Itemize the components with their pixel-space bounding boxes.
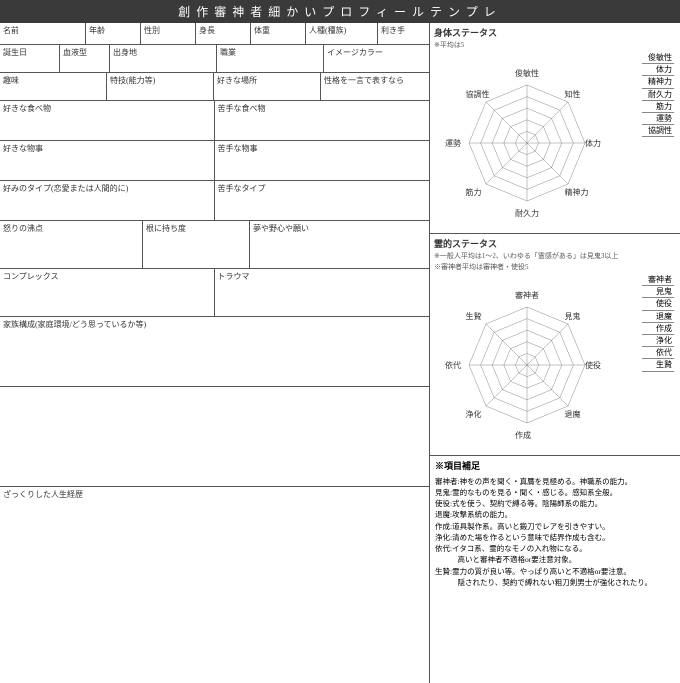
lbl-liketype: 好みのタイプ(恋愛または人間的に) [3,184,128,193]
main: 名前 年齢 性別 身長 体重 人種(種族) 利き手 誕生日 血液型 出身地 職業… [0,23,680,683]
radar2-note2: ※審神者平均は審神者・使役5 [434,263,529,271]
lbl-personality: 性格を一言で表すなら [324,76,404,85]
radar-axis-label: 生贄 [466,311,482,322]
lbl-birth: 誕生日 [3,48,27,57]
stat-sidebar-item: 筋力 [642,101,674,113]
lbl-skill: 特技(能力等) [110,76,155,85]
stat-sidebar-item: 俊敏性 [642,52,674,64]
radar2-section: 霊的ステータス ※一般人平均は1～2、いわゆる「霊感がある」は見鬼3以上 ※審神… [430,234,680,456]
lbl-job: 職業 [220,48,236,57]
note-line: 高いと審神者不適格or要注意対象。 [435,554,675,565]
lbl-trauma: トラウマ [218,272,250,281]
stat-sidebar-item: 浄化 [642,335,674,347]
lbl-origin: 出身地 [113,48,137,57]
lbl-race: 人種(種族) [309,26,346,35]
lbl-grudge: 根に持ち度 [146,224,186,233]
lbl-height: 身長 [199,26,215,35]
stat-sidebar-item: 作成 [642,323,674,335]
lbl-sex: 性別 [144,26,160,35]
page-title: 創作審神者細かいプロフィールテンプレ [0,0,680,23]
radar-axis-label: 見鬼 [564,311,580,322]
lbl-family: 家族構成(家庭環境/どう思っているか等) [3,320,146,329]
stat-sidebar-item: 審神者 [642,274,674,286]
note-line: 生贄:霊力の質が良い等。やっぱり高いと不適格or要注意。 [435,566,675,577]
radar-axis-label: 使役 [585,360,601,371]
radar-axis-label: 協調性 [466,89,490,100]
lbl-likething: 好きな物事 [3,144,43,153]
lbl-weight: 体重 [254,26,270,35]
radar-axis-label: 知性 [564,89,580,100]
stat-sidebar-item: 退魔 [642,311,674,323]
lbl-place: 好きな場所 [217,76,257,85]
lbl-anger: 怒りの沸点 [3,224,43,233]
lbl-age: 年齢 [89,26,105,35]
radar-axis-label: 審神者 [515,290,539,301]
lbl-blood: 血液型 [63,48,87,57]
note-line: 浄化:清めた場を作るという意味で結界作成も含む。 [435,532,675,543]
stat-sidebar-item: 精神力 [642,76,674,88]
radar-axis-label: 耐久力 [515,208,539,219]
radar-axis-label: 作成 [515,430,531,441]
lbl-dislikefood: 苦手な食べ物 [218,104,266,113]
stat-sidebar-item: 使役 [642,298,674,310]
lbl-complex: コンプレックス [3,272,59,281]
stat-sidebar-item: 運勢 [642,113,674,125]
radar-axis-label: 浄化 [466,409,482,420]
note-line: 作成:道具製作系。高いと鍛刀でレアを引きやすい。 [435,521,675,532]
radar2-title: 霊的ステータス [434,239,497,249]
radar-axis-label: 筋力 [466,187,482,198]
lbl-name: 名前 [3,26,19,35]
lbl-color: イメージカラー [327,48,383,57]
note-line: 依代:イタコ系、霊的なモノの入れ物になる。 [435,543,675,554]
note-line: 使役:式を使う、契約で縛る等。陰陽師系の能力。 [435,498,675,509]
radar2-note1: ※一般人平均は1～2、いわゆる「霊感がある」は見鬼3以上 [434,252,618,260]
note-line: 審神者:神をの声を聞く・真贋を見極める。神職系の能力。 [435,476,675,487]
notes-title: ※項目補足 [435,460,675,474]
notes-section: ※項目補足 審神者:神をの声を聞く・真贋を見極める。神職系の能力。見鬼:霊的なも… [430,456,680,592]
lbl-disliketype: 苦手なタイプ [218,184,266,193]
stat-sidebar-item: 生贄 [642,359,674,371]
radar-axis-label: 依代 [445,360,461,371]
radar-axis-label: 俊敏性 [515,68,539,79]
stat-sidebar-item: 協調性 [642,125,674,137]
radar-axis-label: 退魔 [564,409,580,420]
stat-sidebar-item: 体力 [642,64,674,76]
lbl-dream: 夢や野心や願い [253,224,309,233]
radar1-sidebar: 俊敏性体力精神力耐久力筋力運勢協調性 [642,52,674,137]
stat-sidebar-item: 依代 [642,347,674,359]
lbl-likefood: 好きな食べ物 [3,104,51,113]
radar-axis-label: 精神力 [564,187,588,198]
note-line: 退魔:攻撃系統の能力。 [435,509,675,520]
note-line: 隠されたり、契約で縛れない粗刀剣男士が強化されたり。 [435,577,675,588]
left-panel: 名前 年齢 性別 身長 体重 人種(種族) 利き手 誕生日 血液型 出身地 職業… [0,23,430,683]
radar1-note: ※平均は5 [434,41,464,49]
radar-axis-label: 体力 [585,138,601,149]
radar-axis-label: 運勢 [445,138,461,149]
lbl-hobby: 趣味 [3,76,19,85]
lbl-life: ざっくりした人生経歴 [3,490,83,499]
lbl-hand: 利き手 [381,26,405,35]
radar2-sidebar: 審神者見鬼使役退魔作成浄化依代生贄 [642,274,674,372]
note-line: 見鬼:霊的なものを見る・聞く・感じる。感知系全般。 [435,487,675,498]
radar1-section: 身体ステータス ※平均は5 俊敏性体力精神力耐久力筋力運勢協調性 俊敏性知性体力… [430,23,680,234]
stat-sidebar-item: 耐久力 [642,89,674,101]
lbl-dislikething: 苦手な物事 [218,144,258,153]
stat-sidebar-item: 見鬼 [642,286,674,298]
radar1-title: 身体ステータス [434,28,497,38]
right-panel: 身体ステータス ※平均は5 俊敏性体力精神力耐久力筋力運勢協調性 俊敏性知性体力… [430,23,680,683]
